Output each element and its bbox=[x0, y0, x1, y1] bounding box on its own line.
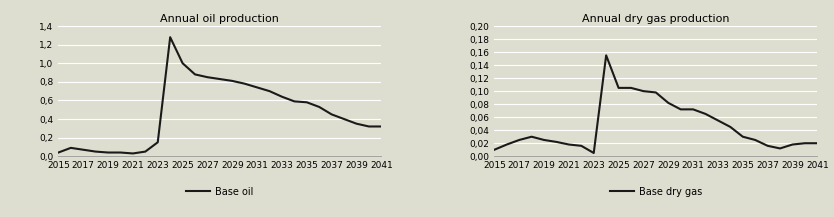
Base oil bbox=[66, 146, 76, 149]
Base oil bbox=[302, 101, 312, 104]
Base dry gas bbox=[775, 147, 785, 150]
Base dry gas bbox=[589, 152, 599, 154]
Base oil bbox=[165, 36, 175, 38]
Base dry gas bbox=[576, 145, 586, 147]
Base oil bbox=[314, 106, 324, 108]
Base dry gas bbox=[502, 143, 512, 146]
Base oil bbox=[289, 100, 299, 103]
Base dry gas bbox=[651, 91, 661, 94]
Base oil bbox=[140, 150, 150, 153]
Base dry gas bbox=[515, 139, 525, 141]
Base oil bbox=[91, 150, 101, 153]
Base dry gas bbox=[800, 142, 810, 145]
Base dry gas bbox=[601, 54, 611, 57]
Base oil bbox=[364, 125, 374, 128]
Base dry gas bbox=[726, 126, 736, 128]
Base dry gas bbox=[564, 143, 574, 146]
Base oil bbox=[277, 95, 287, 98]
Title: Annual dry gas production: Annual dry gas production bbox=[582, 14, 730, 24]
Base dry gas bbox=[812, 142, 822, 145]
Base dry gas bbox=[751, 139, 761, 141]
Line: Base dry gas: Base dry gas bbox=[495, 55, 817, 153]
Base oil bbox=[78, 148, 88, 151]
Title: Annual oil production: Annual oil production bbox=[160, 14, 279, 24]
Base oil bbox=[252, 86, 262, 89]
Base dry gas bbox=[638, 90, 648, 92]
Base oil bbox=[376, 125, 386, 128]
Base oil bbox=[228, 80, 238, 82]
Base dry gas bbox=[676, 108, 686, 111]
Base dry gas bbox=[663, 102, 673, 104]
Base oil bbox=[103, 151, 113, 154]
Base dry gas bbox=[526, 135, 536, 138]
Base dry gas bbox=[490, 148, 500, 151]
Base oil bbox=[115, 151, 125, 154]
Base oil bbox=[264, 90, 274, 92]
Base oil bbox=[53, 151, 63, 154]
Base oil bbox=[239, 82, 249, 85]
Legend: Base oil: Base oil bbox=[182, 183, 258, 201]
Base dry gas bbox=[688, 108, 698, 111]
Base dry gas bbox=[539, 139, 549, 141]
Base dry gas bbox=[701, 113, 711, 115]
Base oil bbox=[351, 122, 361, 125]
Base oil bbox=[203, 76, 213, 79]
Base oil bbox=[339, 118, 349, 120]
Base dry gas bbox=[713, 119, 723, 122]
Base oil bbox=[128, 152, 138, 155]
Base oil bbox=[215, 78, 225, 80]
Line: Base oil: Base oil bbox=[58, 37, 381, 153]
Base dry gas bbox=[762, 145, 772, 147]
Base oil bbox=[327, 113, 337, 116]
Base oil bbox=[190, 73, 200, 76]
Legend: Base dry gas: Base dry gas bbox=[605, 183, 706, 201]
Base dry gas bbox=[626, 87, 636, 89]
Base dry gas bbox=[738, 135, 748, 138]
Base dry gas bbox=[551, 141, 561, 143]
Base oil bbox=[178, 62, 188, 64]
Base dry gas bbox=[787, 143, 797, 146]
Base dry gas bbox=[614, 87, 624, 89]
Base oil bbox=[153, 141, 163, 144]
